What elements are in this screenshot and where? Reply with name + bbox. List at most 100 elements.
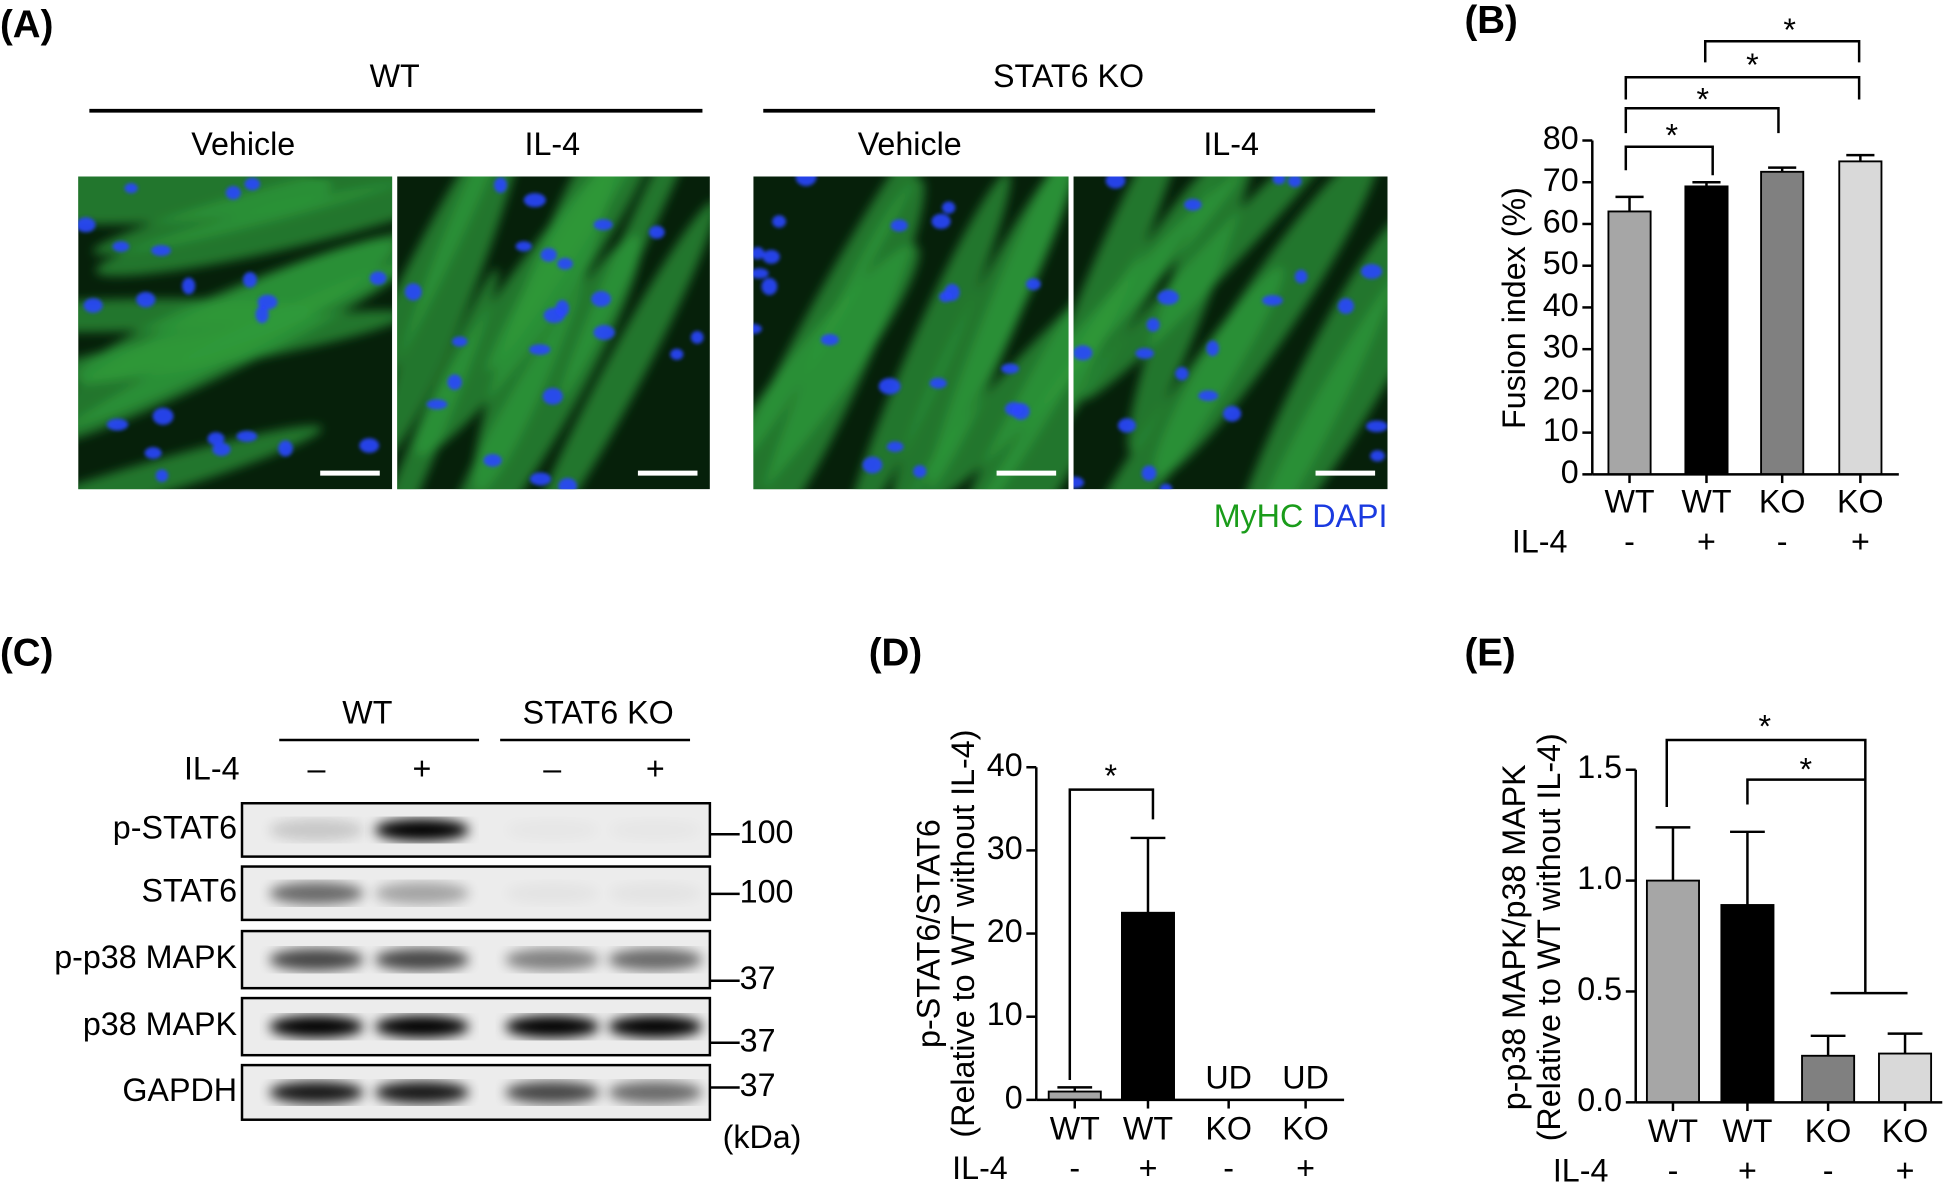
- group-value: +: [1851, 523, 1870, 559]
- bar: [1607, 210, 1652, 476]
- x-tick-label: WT: [1722, 1113, 1772, 1149]
- nucleus: [929, 377, 947, 389]
- significance-bracket: [1624, 75, 1861, 100]
- nucleus: [242, 271, 257, 288]
- marker-label: 37: [740, 1067, 776, 1103]
- x-tick-label: KO: [1805, 1113, 1852, 1149]
- fiber: [435, 235, 642, 490]
- band: [374, 882, 470, 905]
- bar: [1684, 185, 1729, 476]
- group-value: +: [1139, 1150, 1158, 1186]
- nucleus: [494, 177, 508, 193]
- bar: [1760, 170, 1805, 476]
- nucleus: [78, 217, 96, 233]
- nucleus: [795, 176, 817, 187]
- nucleus: [515, 241, 532, 252]
- fiber: [753, 176, 940, 460]
- fiber: [78, 425, 323, 490]
- panel-label: (B): [1464, 0, 1517, 42]
- x-tick-label: KO: [1759, 484, 1806, 520]
- nucleus: [761, 277, 778, 296]
- micrograph: [78, 176, 393, 490]
- nucleus: [1025, 278, 1041, 291]
- nucleus: [1287, 176, 1302, 188]
- band: [269, 882, 364, 905]
- nucleus: [878, 377, 901, 395]
- value-label: UD: [1205, 1060, 1252, 1096]
- band: [608, 882, 702, 904]
- y-tick-label: 0: [1005, 1079, 1023, 1115]
- nucleus: [207, 432, 225, 446]
- panel-label: (E): [1464, 632, 1515, 675]
- group-label: WT: [370, 58, 420, 94]
- nucleus: [1073, 345, 1093, 361]
- nucleus: [1360, 264, 1383, 279]
- y-tick-label: 40: [1543, 287, 1579, 323]
- y-tick-label: 10: [987, 996, 1023, 1032]
- y-axis-label: (Relative to WT without IL-4): [945, 730, 981, 1138]
- nucleus: [404, 283, 422, 301]
- x-tick-label: KO: [1282, 1110, 1329, 1146]
- fiber: [955, 194, 1069, 490]
- group-label: STAT6 KO: [523, 695, 674, 731]
- y-tick-label: 0: [1561, 454, 1579, 490]
- nucleus: [182, 277, 196, 295]
- nucleus: [540, 248, 557, 262]
- nucleus: [942, 201, 956, 214]
- significance-star: *: [1104, 758, 1117, 794]
- y-tick-label: 1.0: [1577, 860, 1622, 896]
- x-tick-label: KO: [1837, 484, 1884, 520]
- nucleus: [155, 469, 169, 482]
- bar: [1645, 879, 1700, 1104]
- nucleus: [862, 456, 883, 474]
- nucleus: [136, 291, 156, 308]
- micrograph: [753, 176, 1069, 490]
- nucleus: [1175, 367, 1189, 381]
- y-tick-label: 60: [1543, 203, 1579, 239]
- marker-label: 37: [740, 1022, 776, 1058]
- nuclei: [78, 177, 387, 482]
- treatment-sign: +: [646, 750, 665, 786]
- nucleus: [225, 185, 241, 200]
- nucleus: [557, 257, 573, 270]
- band: [505, 1015, 600, 1038]
- significance-bracket: [1665, 738, 1867, 994]
- y-tick-label: 50: [1543, 245, 1579, 281]
- band: [608, 1015, 703, 1038]
- band: [269, 818, 364, 842]
- group-value: -: [1777, 523, 1788, 559]
- nucleus: [591, 291, 612, 307]
- nuclei: [404, 177, 704, 490]
- treatment-sign: +: [413, 750, 432, 786]
- fiber: [397, 176, 530, 458]
- significance-star: *: [1759, 708, 1772, 744]
- nuclei: [1073, 176, 1388, 490]
- nucleus: [447, 374, 463, 390]
- nucleus: [1262, 295, 1283, 306]
- nucleus: [1141, 465, 1157, 481]
- nucleus: [1117, 418, 1136, 433]
- panel-label: (D): [869, 632, 922, 675]
- significance-bracket: [1746, 778, 1866, 805]
- fiber: [1073, 176, 1242, 465]
- nucleus: [236, 430, 258, 442]
- group-label: IL-4: [1553, 1153, 1609, 1187]
- nucleus: [1159, 483, 1173, 490]
- bar: [1047, 1090, 1102, 1101]
- nucleus: [369, 271, 387, 285]
- y-tick-label: 40: [987, 747, 1023, 783]
- nucleus: [890, 219, 908, 232]
- nucleus: [542, 387, 563, 405]
- row-label: p-STAT6: [113, 809, 237, 845]
- group-value: +: [1738, 1153, 1757, 1187]
- significance-bracket: [1703, 39, 1861, 63]
- micrographs: [78, 176, 1388, 490]
- nucleus: [144, 447, 162, 459]
- nucleus: [359, 438, 380, 453]
- y-tick-label: 10: [1543, 412, 1579, 448]
- fiber: [414, 176, 655, 456]
- band: [505, 819, 599, 841]
- significance-bracket: [1624, 106, 1780, 134]
- row-label: STAT6: [141, 873, 237, 909]
